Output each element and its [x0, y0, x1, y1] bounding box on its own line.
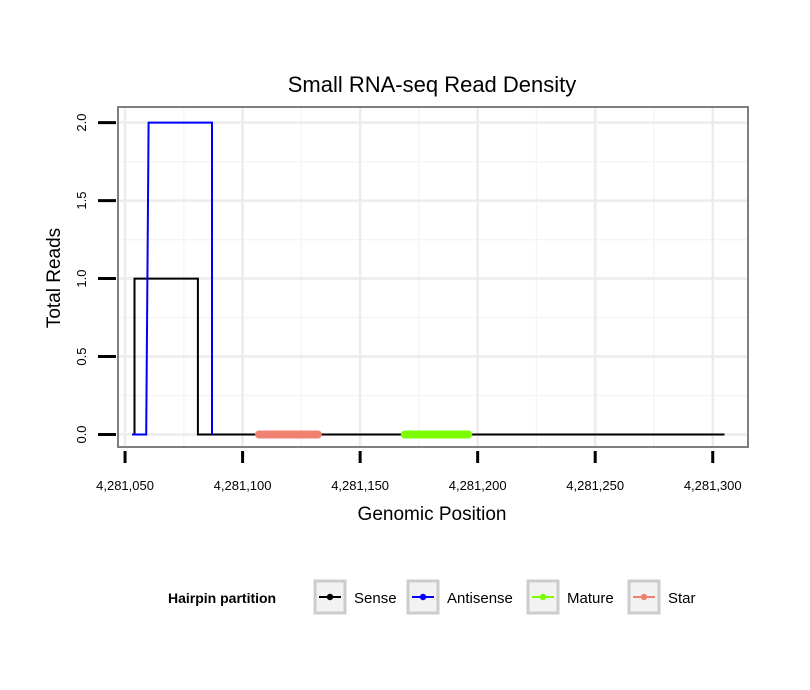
x-tick-label: 4,281,150	[331, 478, 389, 493]
x-tick-label: 4,281,050	[96, 478, 154, 493]
x-axis-title: Genomic Position	[358, 504, 507, 525]
y-tick-label: 1.5	[74, 192, 89, 210]
series-layer	[132, 121, 725, 439]
x-tick-label: 4,281,300	[684, 478, 742, 493]
legend-point-star	[640, 593, 648, 601]
series-antisense-line	[132, 121, 213, 436]
y-axis-title: Total Reads	[44, 228, 65, 328]
legend-label-antisense: Antisense	[447, 590, 513, 607]
grid-lines	[118, 107, 748, 447]
y-tick-label: 2.0	[74, 114, 89, 132]
legend-point-sense	[326, 593, 334, 601]
y-tick-label: 0.5	[74, 348, 89, 366]
y-axis: 0.0 0.5 1.0 1.5 2.0	[74, 114, 116, 444]
legend: Hairpin partition Sense Antisense Mature St…	[168, 579, 696, 615]
legend-title: Hairpin partition	[168, 590, 276, 606]
legend-label-mature: Mature	[567, 590, 614, 607]
legend-point-antisense	[419, 593, 427, 601]
plot-panel	[118, 107, 748, 447]
panel-border	[117, 106, 749, 448]
y-tick-label: 1.0	[74, 270, 89, 288]
legend-label-star: Star	[668, 590, 696, 607]
x-tick-label: 4,281,100	[214, 478, 272, 493]
plot-background	[118, 107, 748, 447]
x-tick-label: 4,281,200	[449, 478, 507, 493]
chart-title: Small RNA-seq Read Density	[288, 72, 577, 97]
legend-label-sense: Sense	[354, 590, 397, 607]
x-axis: 4,281,050 4,281,100 4,281,150 4,281,200 4,28…	[96, 451, 742, 493]
x-tick-label: 4,281,250	[566, 478, 624, 493]
legend-point-mature	[539, 593, 547, 601]
y-tick-label: 0.0	[74, 425, 89, 443]
